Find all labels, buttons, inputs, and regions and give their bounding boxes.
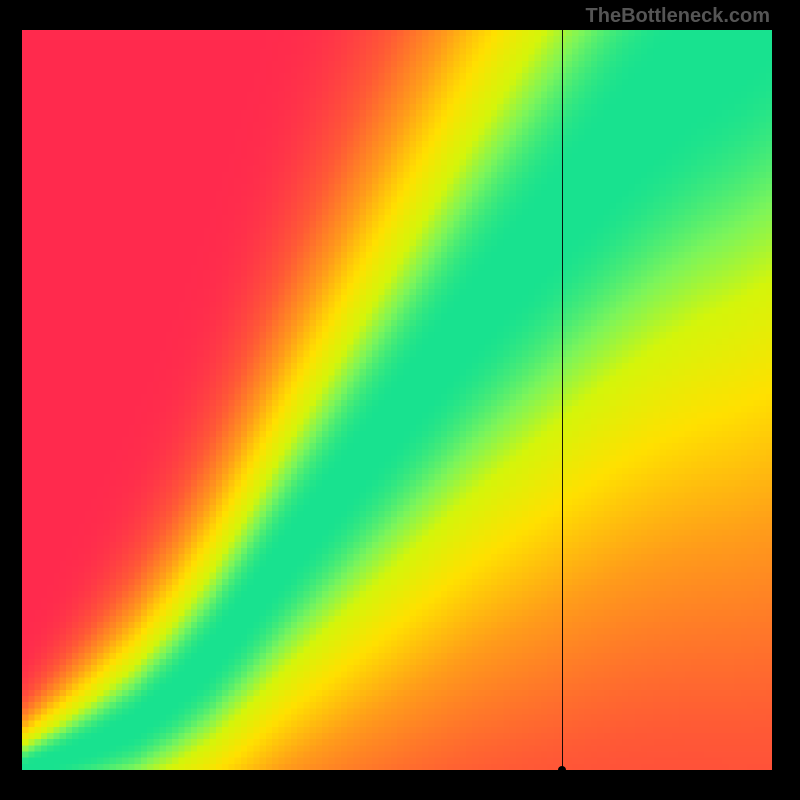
- heatmap-canvas: [22, 30, 772, 770]
- watermark-text: TheBottleneck.com: [586, 5, 770, 28]
- marker-vertical-line: [562, 30, 563, 770]
- marker-dot: [558, 766, 566, 774]
- heatmap-plot: [22, 30, 772, 770]
